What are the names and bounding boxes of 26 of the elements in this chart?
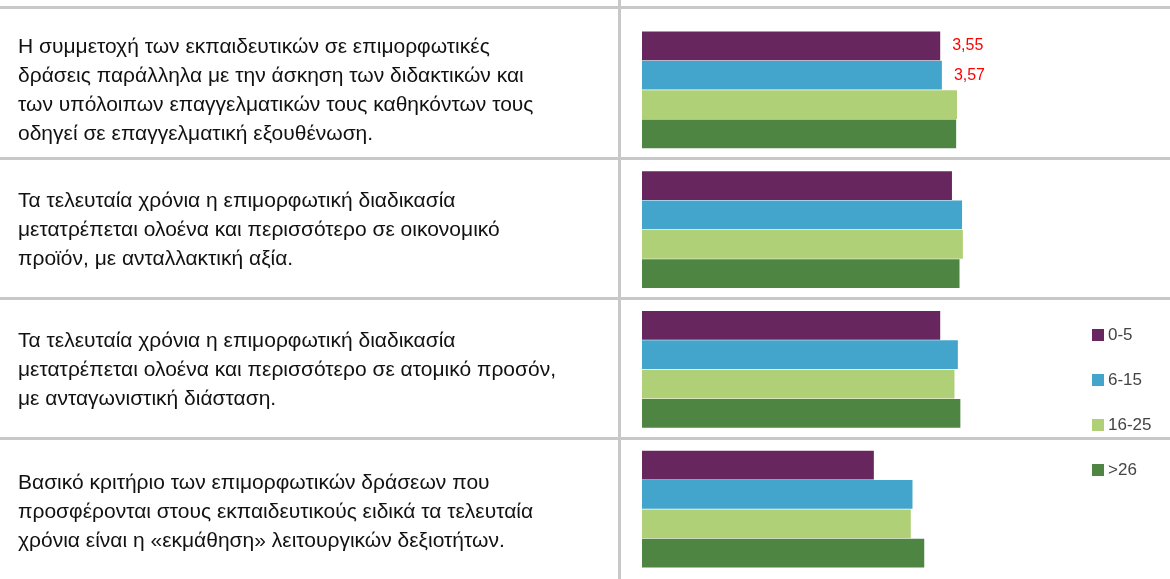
legend-label: 16-25 xyxy=(1108,414,1152,435)
bar xyxy=(642,119,957,149)
data-label: 3,57 xyxy=(953,65,986,83)
y-tick-label: Βασικό κριτήριο των επιμορφωτικών δράσεων που προσφέρονται στους εκπαιδευτικούς ειδικά τα τελευταία χρόνια είναι η «εκμάθηση» λειτουργικών δεξιοτήτων. xyxy=(17,468,535,553)
bar xyxy=(642,340,958,370)
bar xyxy=(642,399,961,428)
legend-label: >26 xyxy=(1108,459,1137,480)
bar xyxy=(642,509,911,539)
bar xyxy=(642,369,955,399)
bar xyxy=(642,310,941,340)
data-label: 3,55 xyxy=(952,36,984,54)
bar xyxy=(642,259,960,289)
bar xyxy=(642,229,963,259)
y-tick-label: Η συμμετοχή των εκπαιδευτικών σε επιμορφωτικές δράσεις παράλληλα με την άσκηση των διδακτικών και των υπόλοιπων επαγγελματικών τους καθηκόντων τους οδηγεί σε επαγγελματική εξουθένωση. xyxy=(17,32,535,146)
bar xyxy=(642,90,957,119)
y-tick-label: Τα τελευταία χρόνια η επιμορφωτική διαδικασία μετατρέπεται ολοένα και περισσότερο σε οικονομικό προϊόν, με ανταλλακτική αξία. xyxy=(17,187,501,271)
bar xyxy=(642,480,913,509)
legend-label: 0-5 xyxy=(1108,324,1133,345)
legend-label: 6-15 xyxy=(1108,369,1143,390)
bar xyxy=(642,200,963,230)
y-tick-label: Τα τελευταία χρόνια η επιμορφωτική διαδικασία μετατρέπεται ολοένα και περισσότερο σε ατομικό προσόν, με ανταγωνιστική διάσταση. xyxy=(17,327,558,411)
bar xyxy=(642,31,941,61)
bar xyxy=(642,60,942,90)
bar xyxy=(642,171,952,200)
bar xyxy=(642,450,874,480)
bar xyxy=(642,538,925,568)
